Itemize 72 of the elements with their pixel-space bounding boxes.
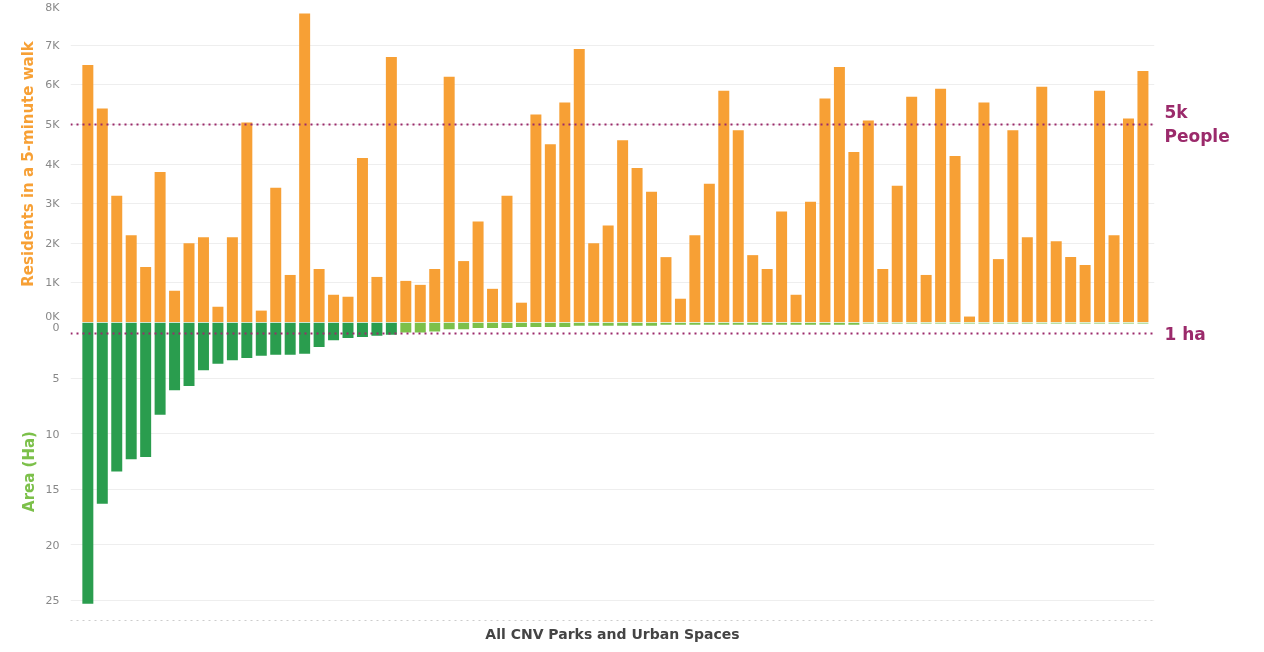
bar	[1094, 90, 1106, 322]
bar	[805, 322, 816, 325]
y-tick-label: 25	[45, 594, 60, 608]
bar	[920, 274, 932, 322]
bar	[906, 96, 918, 322]
y-tick-label: 20	[45, 538, 60, 552]
bar	[1137, 70, 1149, 322]
ref-line-label: 5k People	[1164, 102, 1230, 147]
bar	[443, 322, 455, 330]
y-tick-label: 5	[52, 372, 60, 386]
bar	[1079, 265, 1091, 322]
bar	[718, 322, 730, 325]
bar	[544, 322, 556, 327]
bar	[559, 322, 571, 327]
bar	[747, 322, 759, 325]
bar	[356, 322, 368, 337]
bar	[1122, 118, 1134, 322]
y-tick-label: 4K	[45, 157, 61, 171]
bar	[848, 322, 860, 325]
y-tick-label: 1K	[45, 276, 61, 290]
bar	[371, 322, 383, 336]
y-tick-label: 0K	[45, 309, 61, 323]
y-tick-label: 10	[45, 427, 60, 441]
bar	[660, 322, 672, 325]
bar	[1108, 235, 1120, 322]
bar	[530, 322, 542, 327]
bar	[978, 102, 990, 322]
bar	[501, 322, 513, 329]
bar	[761, 322, 773, 325]
y-axis-title: Area (Ha)	[19, 431, 38, 512]
y-tick-label: 0	[52, 320, 60, 334]
y-tick-label: 7K	[45, 38, 61, 52]
bar	[429, 322, 441, 332]
bar	[819, 322, 831, 325]
bar	[458, 322, 470, 330]
bar	[790, 322, 802, 325]
bar	[689, 322, 701, 325]
bar	[964, 316, 975, 322]
bar	[776, 322, 788, 325]
bar	[703, 322, 715, 325]
bar	[472, 322, 484, 329]
bar	[241, 322, 253, 359]
x-axis-title: All CNV Parks and Urban Spaces	[485, 625, 740, 642]
y-tick-label: 8K	[45, 0, 61, 14]
bar	[487, 322, 499, 329]
bar	[833, 322, 845, 325]
bar	[862, 120, 874, 322]
y-axis-title: Residents in a 5-minute walk	[19, 40, 38, 287]
bar	[935, 88, 947, 322]
bar	[385, 322, 397, 335]
bar	[891, 185, 903, 322]
bar	[877, 269, 889, 322]
bar	[674, 322, 686, 325]
bar	[270, 322, 282, 355]
y-tick-label: 3K	[45, 197, 61, 211]
bar	[1065, 257, 1077, 322]
y-tick-label: 5K	[45, 117, 61, 131]
bar	[515, 322, 527, 327]
bar	[299, 322, 311, 354]
bar	[1021, 237, 1033, 322]
bar	[400, 322, 412, 333]
y-tick-label: 15	[45, 483, 60, 497]
bar	[949, 156, 961, 322]
bar	[1050, 241, 1062, 322]
y-tick-label: 2K	[45, 236, 61, 250]
y-tick-label: 6K	[45, 78, 61, 92]
bar	[1036, 86, 1048, 322]
ref-line-label: 1 ha	[1164, 323, 1206, 344]
bar	[414, 322, 426, 333]
bar	[732, 322, 744, 325]
bar	[1007, 130, 1019, 322]
bar	[992, 259, 1004, 322]
